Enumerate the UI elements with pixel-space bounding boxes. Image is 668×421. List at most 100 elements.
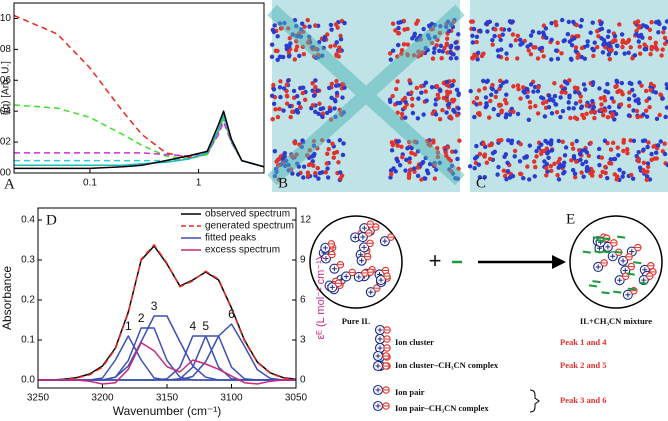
- atom: [273, 107, 278, 112]
- atom: [537, 46, 543, 52]
- atom: [556, 177, 562, 182]
- atom: [313, 23, 318, 28]
- atom: [536, 145, 542, 150]
- atom: [435, 92, 441, 98]
- atom: [555, 56, 561, 62]
- atom: [316, 176, 321, 181]
- atom: [434, 83, 440, 89]
- atom: [387, 99, 393, 105]
- atom: [415, 165, 420, 170]
- y2-tick-label: 3: [300, 335, 306, 346]
- atom: [445, 50, 450, 55]
- atom: [588, 30, 593, 35]
- atom: [643, 88, 649, 94]
- atom: [277, 106, 282, 112]
- atom: [516, 86, 521, 92]
- atom: [471, 26, 477, 32]
- atom: [620, 92, 625, 97]
- atom: [602, 94, 607, 100]
- atom: [432, 46, 437, 51]
- atom: [332, 150, 337, 156]
- atom: [434, 43, 439, 48]
- atom: [531, 45, 536, 50]
- atom: [401, 42, 407, 47]
- atom: [571, 154, 577, 159]
- atom: [482, 174, 487, 180]
- atom: [388, 57, 394, 62]
- atom: [281, 86, 287, 91]
- atom: [662, 41, 668, 47]
- pure-il-circle: [309, 215, 403, 309]
- atom: [407, 156, 412, 161]
- atom: [561, 38, 566, 44]
- atom: [454, 113, 460, 118]
- atom: [525, 87, 530, 92]
- peak-label: 2: [138, 311, 145, 325]
- atom: [453, 149, 458, 154]
- atom: [515, 56, 520, 61]
- atom: [570, 141, 575, 147]
- atom: [425, 171, 431, 176]
- atom: [509, 140, 514, 146]
- atom: [659, 53, 664, 58]
- atom: [501, 168, 507, 173]
- atom: [644, 25, 650, 30]
- atom: [467, 164, 473, 169]
- atom: [508, 20, 513, 25]
- atom: [498, 37, 503, 43]
- atom: [654, 156, 659, 161]
- atom: [445, 145, 451, 150]
- atom: [653, 150, 659, 155]
- atom: [515, 83, 521, 88]
- atom: [615, 145, 620, 150]
- atom: [629, 81, 634, 87]
- acetonitrile: [588, 284, 598, 288]
- atom: [620, 38, 626, 43]
- atom: [584, 111, 589, 117]
- series-line: [14, 110, 264, 170]
- atom: [477, 101, 483, 106]
- atom: [641, 112, 646, 117]
- atom: [606, 41, 612, 46]
- acetonitrile: [614, 250, 623, 254]
- atom: [653, 90, 659, 95]
- atom: [315, 88, 320, 93]
- atom: [415, 173, 421, 179]
- peak-assignment: Peak 2 and 5: [560, 360, 607, 370]
- atom: [647, 27, 653, 32]
- atom: [504, 176, 509, 182]
- atom: [290, 109, 295, 115]
- atom: [657, 112, 662, 118]
- atom: [637, 23, 642, 29]
- y-tick-label: 0.0: [21, 375, 35, 386]
- atom: [325, 32, 330, 37]
- atom: [529, 82, 534, 87]
- atom: [581, 174, 586, 179]
- atom: [644, 98, 649, 103]
- atom: [542, 159, 547, 164]
- atom: [645, 161, 651, 166]
- atom: [328, 22, 334, 28]
- atom: [454, 87, 460, 93]
- atom: [481, 78, 486, 84]
- atom: [658, 92, 663, 97]
- channel: [267, 4, 465, 186]
- atom: [627, 90, 632, 95]
- atom: [494, 22, 500, 27]
- atom: [456, 106, 461, 111]
- atom: [415, 116, 421, 121]
- atom: [272, 149, 278, 154]
- atom: [648, 51, 653, 57]
- x-tick-label: 3150: [156, 393, 179, 404]
- atom: [411, 166, 417, 171]
- atom: [474, 39, 479, 45]
- atom: [584, 103, 589, 108]
- atom: [327, 108, 333, 113]
- atom: [334, 40, 339, 45]
- atom: [290, 171, 295, 176]
- atom: [410, 110, 416, 116]
- atom: [336, 54, 342, 59]
- atom: [404, 157, 409, 163]
- atom: [340, 95, 345, 100]
- atom: [395, 42, 401, 48]
